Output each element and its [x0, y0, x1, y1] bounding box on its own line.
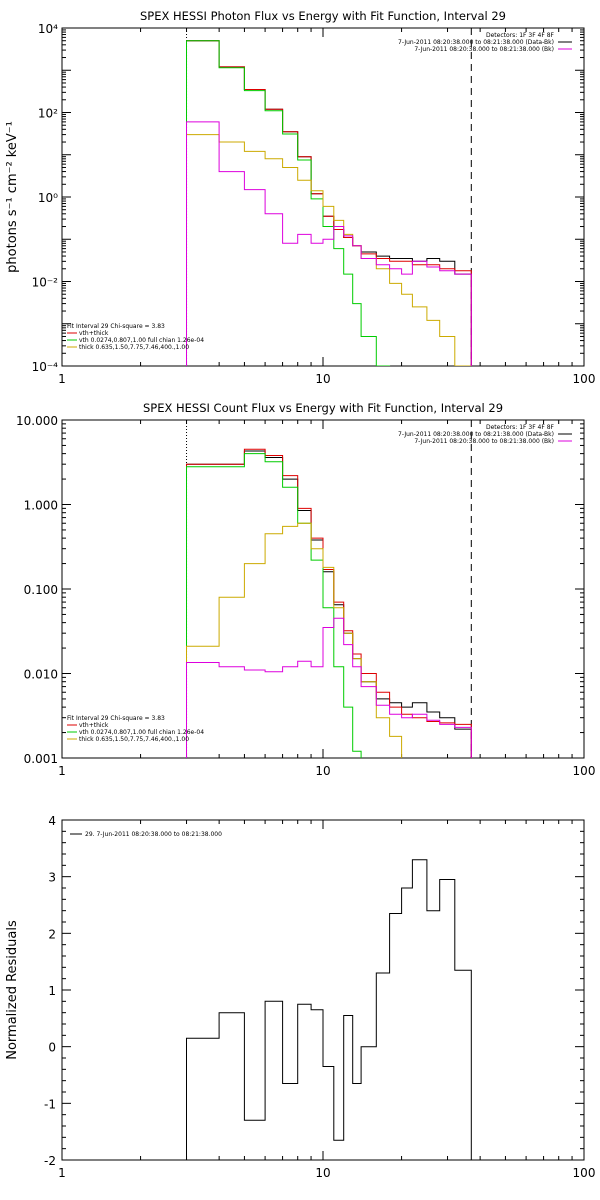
legend-bottom-text: thick 0.635,1.50,7.75,7.46,400.,1.00 [79, 736, 189, 743]
y-tick-label: 10⁰ [38, 191, 58, 205]
x-tick-label: 1 [58, 764, 66, 778]
legend: 29. 7-Jun-2011 08:20:38.000 to 08:21:38.… [70, 831, 222, 838]
legend-bottom-text: Fit Interval 29 Chi-square = 3.83 [67, 715, 165, 722]
y-tick-label: 1.000 [24, 499, 58, 513]
series-line-3 [186, 453, 362, 758]
legend-bottom-text: vth 0.0274,0.807,1.00 full chian 1.26e-0… [79, 337, 204, 344]
y-axis: -2 -1 0 1 2 3 4 [44, 814, 584, 1168]
chart-panel-3: 1 10 100 -2 -1 0 1 2 3 4 Normalized Residuals 29. 7… [5, 814, 595, 1180]
legend-bottom-text: vth+thick [79, 330, 109, 337]
legend-bottom-left: Fit Interval 29 Chi-square = 3.83vth+thi… [67, 323, 204, 351]
legend-top-text: Detectors: 1F 3F 4F 8F [486, 32, 555, 39]
y-tick-label: -1 [44, 1097, 56, 1111]
chart-title: SPEX HESSI Count Flux vs Energy with Fit… [143, 401, 503, 415]
y-tick-label: 0.100 [24, 583, 58, 597]
legend-bottom-text: vth 0.0274,0.807,1.00 full chian 1.26e-0… [79, 729, 204, 736]
series-line-1 [186, 40, 472, 366]
x-tick-label: 10 [315, 372, 330, 386]
y-tick-label: 10⁴ [38, 22, 58, 36]
y-tick-label: 10⁻² [32, 276, 59, 290]
y-tick-label: 10² [38, 107, 58, 121]
series-line-2 [186, 448, 472, 758]
y-axis-label: photons s⁻¹ cm⁻² keV⁻¹ [5, 121, 20, 273]
series-line-1 [186, 859, 472, 1160]
x-tick-label: 100 [573, 1166, 596, 1180]
x-tick-label: 100 [573, 764, 596, 778]
y-tick-label: 2 [48, 927, 56, 941]
series-line-2 [186, 40, 472, 366]
series-group [186, 448, 472, 758]
series-line-5 [186, 121, 472, 366]
y-tick-label: 4 [48, 814, 56, 828]
y-axis-label: Normalized Residuals [5, 920, 20, 1060]
x-tick-label: 10 [315, 1166, 330, 1180]
legend-top-right: Detectors: 1F 3F 4F 8F7-Jun-2011 08:20:3… [398, 32, 572, 53]
legend-top-text: 7-Jun-2011 08:20:38.000 to 08:21:38.000 … [414, 438, 554, 445]
y-tick-label: 0.010 [24, 668, 58, 682]
chart-panel-2: SPEX HESSI Count Flux vs Energy with Fit… [16, 401, 595, 778]
legend-bottom-text: thick 0.635,1.50,7.75,7.46,400.,1.00 [79, 344, 189, 351]
legend-top-text: Detectors: 1F 3F 4F 8F [486, 424, 555, 431]
legend-bottom-left: Fit Interval 29 Chi-square = 3.83vth+thi… [67, 715, 204, 743]
y-axis: 10⁻⁴ 10⁻² 10⁰ 10² 10⁴ [32, 22, 584, 374]
x-tick-label: 1 [58, 372, 66, 386]
y-tick-label: 0 [48, 1041, 56, 1055]
y-axis: 0.001 0.010 0.100 1.000 10.000 [16, 414, 584, 766]
legend-top-text: 7-Jun-2011 08:20:38.000 to 08:21:38.000 … [398, 431, 554, 438]
chart-panel-1: SPEX HESSI Photon Flux vs Energy with Fi… [5, 9, 595, 386]
x-tick-label: 1 [58, 1166, 66, 1180]
series-line-3 [186, 40, 391, 366]
legend-top-text: 7-Jun-2011 08:20:38.000 to 08:21:38.000 … [398, 39, 554, 46]
legend-top-text: 7-Jun-2011 08:20:38.000 to 08:21:38.000 … [414, 46, 554, 53]
x-tick-label: 100 [573, 372, 596, 386]
x-axis: 1 10 100 [58, 420, 595, 778]
y-tick-label: 3 [48, 871, 56, 885]
series-line-4 [186, 522, 403, 758]
series-line-5 [186, 617, 472, 758]
y-tick-label: -2 [44, 1154, 56, 1168]
plot-frame [61, 819, 585, 1161]
legend-top-right: Detectors: 1F 3F 4F 8F7-Jun-2011 08:20:3… [398, 424, 572, 445]
series-group [186, 859, 472, 1160]
series-line-4 [186, 134, 472, 366]
x-tick-label: 10 [315, 764, 330, 778]
y-tick-label: 10⁻⁴ [32, 360, 59, 374]
x-axis: 1 10 100 [58, 820, 595, 1180]
y-tick-label: 0.001 [24, 752, 58, 766]
chart-title: SPEX HESSI Photon Flux vs Energy with Fi… [140, 9, 506, 23]
legend-text: 29. 7-Jun-2011 08:20:38.000 to 08:21:38.… [85, 831, 222, 838]
x-axis: 1 10 100 [58, 28, 595, 386]
legend-bottom-text: Fit Interval 29 Chi-square = 3.83 [67, 323, 165, 330]
y-tick-label: 1 [48, 984, 56, 998]
series-line-1 [186, 450, 472, 758]
y-tick-label: 10.000 [16, 414, 58, 428]
series-group [186, 40, 472, 366]
legend-bottom-text: vth+thick [79, 722, 109, 729]
